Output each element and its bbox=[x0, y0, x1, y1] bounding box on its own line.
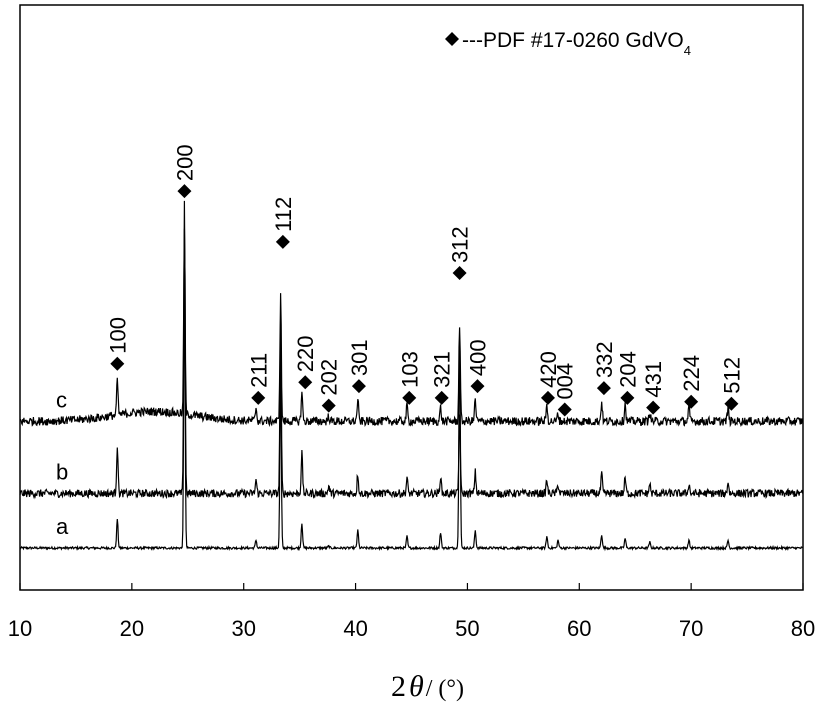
peak-marker-431 bbox=[646, 400, 661, 415]
peak-label-204: 204 bbox=[615, 351, 640, 388]
peak-label-431: 431 bbox=[641, 361, 666, 398]
peak-label-100: 100 bbox=[105, 317, 130, 354]
plot-frame bbox=[19, 4, 804, 591]
x-axis-label-symbol: θ bbox=[409, 670, 424, 703]
diffraction-traces bbox=[19, 200, 804, 552]
trace-label-b: b bbox=[56, 459, 68, 484]
peak-label-512: 512 bbox=[719, 357, 744, 394]
peak-marker-400 bbox=[470, 379, 485, 394]
peak-marker-420 bbox=[540, 390, 555, 405]
peak-marker-100 bbox=[110, 356, 125, 371]
peak-marker-112 bbox=[275, 234, 290, 249]
peak-label-112: 112 bbox=[271, 197, 296, 232]
peak-marker-301 bbox=[351, 379, 366, 394]
x-axis-label-unit: / (°) bbox=[426, 676, 464, 702]
x-tick-label: 10 bbox=[8, 616, 32, 641]
x-tick-label: 70 bbox=[679, 616, 703, 641]
trace-label-c: c bbox=[56, 387, 67, 412]
peak-marker-204 bbox=[620, 390, 635, 405]
trace-a bbox=[19, 275, 803, 552]
peak-marker-211 bbox=[251, 390, 266, 405]
x-tick-label: 30 bbox=[231, 616, 255, 641]
peak-label-211: 211 bbox=[246, 353, 271, 388]
legend-text: ---PDF #17-0260 GdVO4 bbox=[462, 29, 691, 58]
peak-marker-332 bbox=[596, 381, 611, 396]
peak-label-220: 220 bbox=[293, 336, 318, 373]
x-tick-label: 80 bbox=[791, 616, 815, 641]
peak-marker-202 bbox=[321, 398, 336, 413]
peak-label-312: 312 bbox=[448, 226, 473, 263]
x-tick-label: 20 bbox=[120, 616, 144, 641]
peak-label-004: 004 bbox=[553, 363, 578, 400]
peak-marker-004 bbox=[557, 402, 572, 417]
peak-marker-220 bbox=[298, 375, 313, 390]
x-tick-label: 40 bbox=[343, 616, 367, 641]
peak-label-200: 200 bbox=[172, 144, 197, 181]
peak-marker-312 bbox=[452, 266, 467, 281]
legend-subscript: 4 bbox=[684, 43, 691, 58]
trace-label-a: a bbox=[56, 514, 69, 539]
peak-marker-200 bbox=[177, 184, 192, 199]
x-axis-label-number: 2 bbox=[391, 670, 406, 703]
peak-label-224: 224 bbox=[679, 355, 704, 392]
peak-label-202: 202 bbox=[317, 359, 342, 396]
trace-b bbox=[19, 200, 804, 500]
x-tick-label: 60 bbox=[567, 616, 591, 641]
x-axis-label: 2 θ/ (°) bbox=[391, 670, 464, 703]
peak-markers bbox=[110, 184, 739, 417]
x-axis-ticks: 10 20 30 40 50 60 70 80 bbox=[8, 583, 815, 641]
peak-marker-321 bbox=[434, 390, 449, 405]
legend: ---PDF #17-0260 GdVO4 bbox=[445, 29, 691, 58]
peak-marker-103 bbox=[402, 390, 417, 405]
peak-label-301: 301 bbox=[347, 339, 372, 376]
peak-label-103: 103 bbox=[397, 351, 422, 388]
trace-c bbox=[19, 228, 804, 428]
peak-label-321: 321 bbox=[430, 351, 455, 388]
peak-marker-512 bbox=[724, 396, 739, 411]
trace-labels: a b c bbox=[56, 387, 69, 539]
legend-diamond-icon bbox=[445, 32, 459, 46]
peak-label-400: 400 bbox=[465, 339, 490, 376]
peak-label-420: 420 bbox=[536, 351, 561, 388]
x-tick-label: 50 bbox=[455, 616, 479, 641]
peak-label-332: 332 bbox=[592, 341, 617, 378]
peak-marker-224 bbox=[684, 394, 699, 409]
